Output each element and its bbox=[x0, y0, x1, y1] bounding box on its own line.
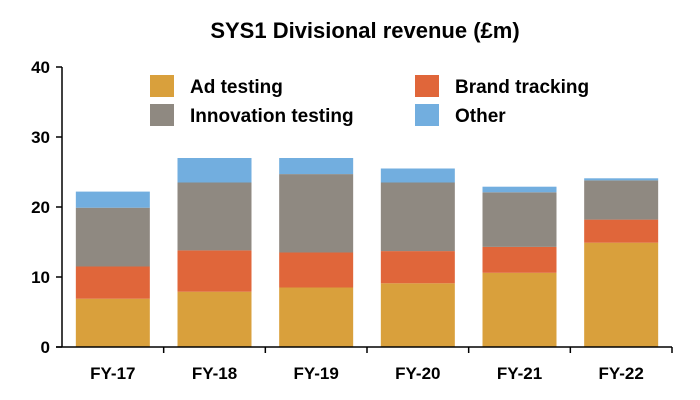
legend-item: Ad testing bbox=[150, 75, 283, 98]
bar-fy-21-ad-testing bbox=[482, 272, 557, 347]
bar-fy-21-innovation-testing bbox=[482, 192, 557, 247]
y-tick-label: 10 bbox=[31, 268, 50, 287]
bar-fy-22-innovation-testing bbox=[584, 180, 659, 220]
bar-fy-19-ad-testing bbox=[279, 287, 354, 347]
legend-swatch bbox=[415, 104, 439, 126]
x-tick-label: FY-18 bbox=[192, 364, 237, 383]
bar-fy-17-other bbox=[75, 191, 150, 208]
legend-item: Innovation testing bbox=[150, 104, 354, 127]
bar-fy-17-innovation-testing bbox=[75, 207, 150, 267]
x-tick-label: FY-21 bbox=[497, 364, 542, 383]
bar-fy-18-brand-tracking bbox=[177, 250, 252, 292]
legend-swatch bbox=[150, 104, 174, 126]
legend-swatch bbox=[150, 75, 174, 97]
bar-fy-18-innovation-testing bbox=[177, 182, 252, 251]
y-tick-label: 30 bbox=[31, 128, 50, 147]
chart-title: SYS1 Divisional revenue (£m) bbox=[210, 18, 519, 43]
axes-layer: FY-17 FY-18 FY-19 FY-20 FY-21 FY-22 0 10 20 30 40 bbox=[31, 58, 673, 383]
x-tick-label: FY-22 bbox=[598, 364, 643, 383]
bar-fy-19-brand-tracking bbox=[279, 252, 354, 288]
legend-label: Ad testing bbox=[190, 77, 283, 98]
legend-item: Other bbox=[415, 104, 506, 127]
y-tick-label: 0 bbox=[41, 338, 50, 357]
legend-swatch bbox=[415, 75, 439, 97]
bar-fy-20-ad-testing bbox=[380, 283, 455, 347]
bar-fy-19-innovation-testing bbox=[279, 174, 354, 253]
bar-fy-22-other bbox=[584, 178, 659, 181]
legend-label: Innovation testing bbox=[190, 106, 354, 127]
bar-fy-18-ad-testing bbox=[177, 291, 252, 347]
legend-label: Other bbox=[455, 106, 506, 127]
bar-fy-19-other bbox=[279, 158, 354, 175]
legend-label: Brand tracking bbox=[455, 77, 589, 98]
x-tick-label: FY-20 bbox=[395, 364, 440, 383]
bar-fy-22-brand-tracking bbox=[584, 219, 659, 243]
x-tick-label: FY-17 bbox=[90, 364, 135, 383]
bars-layer bbox=[75, 158, 659, 347]
bar-fy-20-brand-tracking bbox=[380, 251, 455, 284]
legend: Ad testing Brand tracking Innovation testi… bbox=[150, 75, 589, 127]
bar-fy-21-brand-tracking bbox=[482, 246, 557, 273]
y-tick-label: 40 bbox=[31, 58, 50, 77]
bar-fy-22-ad-testing bbox=[584, 242, 659, 347]
bar-fy-18-other bbox=[177, 158, 252, 183]
bar-fy-20-innovation-testing bbox=[380, 182, 455, 252]
legend-item: Brand tracking bbox=[415, 75, 589, 98]
bar-fy-21-other bbox=[482, 186, 557, 193]
x-tick-label: FY-19 bbox=[293, 364, 338, 383]
bar-fy-20-other bbox=[380, 168, 455, 183]
y-tick-label: 20 bbox=[31, 198, 50, 217]
bar-fy-17-ad-testing bbox=[75, 298, 150, 347]
bar-fy-17-brand-tracking bbox=[75, 266, 150, 299]
